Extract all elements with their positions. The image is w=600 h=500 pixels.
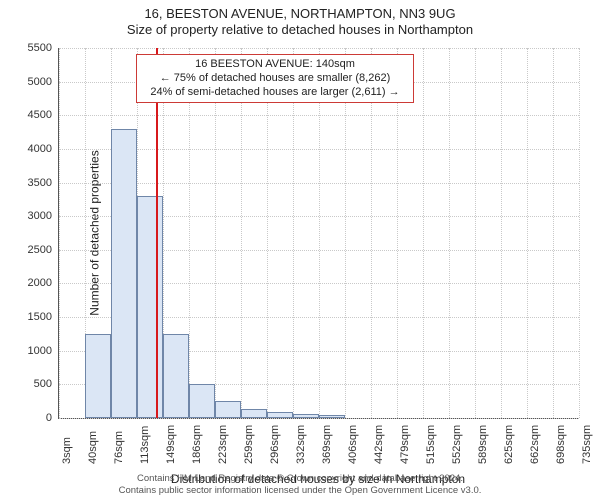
y-tick-label: 0 <box>12 412 52 424</box>
annotation-line-1: 16 BEESTON AVENUE: 140sqm <box>143 58 407 72</box>
gridline-h <box>59 418 579 419</box>
gridline-v <box>553 48 554 418</box>
gridline-v <box>319 48 320 418</box>
y-tick-label: 1000 <box>12 345 52 357</box>
histogram-bar <box>267 412 293 418</box>
x-tick-label: 113sqm <box>139 426 151 464</box>
annotation-line-2: ← 75% of detached houses are smaller (8,… <box>143 72 407 86</box>
gridline-v <box>189 48 190 418</box>
chart-title-block: 16, BEESTON AVENUE, NORTHAMPTON, NN3 9UG… <box>0 0 600 39</box>
x-tick-label: 3sqm <box>61 437 73 464</box>
histogram-bar <box>319 415 345 418</box>
x-tick-label: 406sqm <box>347 425 359 464</box>
x-tick-label: 259sqm <box>243 425 255 464</box>
y-tick-label: 500 <box>12 378 52 390</box>
x-tick-label: 223sqm <box>217 425 229 464</box>
gridline-v <box>345 48 346 418</box>
footer-line-1: Contains HM Land Registry data © Crown c… <box>0 473 600 484</box>
histogram-bar <box>293 414 319 418</box>
gridline-v <box>241 48 242 418</box>
x-tick-label: 479sqm <box>399 425 411 464</box>
gridline-v <box>397 48 398 418</box>
y-tick-label: 5500 <box>12 42 52 54</box>
histogram-bar <box>137 196 163 418</box>
x-tick-label: 735sqm <box>581 425 593 464</box>
y-tick-label: 4500 <box>12 109 52 121</box>
title-line-2: Size of property relative to detached ho… <box>0 22 600 38</box>
x-tick-label: 515sqm <box>425 425 437 464</box>
x-tick-label: 625sqm <box>503 425 515 464</box>
histogram-bar <box>111 129 137 418</box>
gridline-v <box>423 48 424 418</box>
reference-line <box>156 48 158 418</box>
y-tick-label: 5000 <box>12 76 52 88</box>
x-tick-label: 296sqm <box>269 425 281 464</box>
title-line-1: 16, BEESTON AVENUE, NORTHAMPTON, NN3 9UG <box>0 6 600 22</box>
x-tick-label: 698sqm <box>555 425 567 464</box>
y-tick-label: 3500 <box>12 177 52 189</box>
histogram-bar <box>85 334 111 418</box>
y-tick-label: 4000 <box>12 143 52 155</box>
footer-line-2: Contains public sector information licen… <box>0 485 600 496</box>
gridline-v <box>449 48 450 418</box>
histogram-bar <box>215 401 241 418</box>
x-tick-label: 369sqm <box>321 425 333 464</box>
x-tick-label: 76sqm <box>113 431 125 464</box>
footer-attribution: Contains HM Land Registry data © Crown c… <box>0 473 600 496</box>
gridline-v <box>475 48 476 418</box>
chart-container: Number of detached properties Distributi… <box>58 48 578 418</box>
x-tick-label: 40sqm <box>87 431 99 464</box>
gridline-v <box>579 48 580 418</box>
y-tick-label: 3000 <box>12 210 52 222</box>
gridline-v <box>267 48 268 418</box>
x-tick-label: 332sqm <box>295 425 307 464</box>
gridline-v <box>215 48 216 418</box>
x-tick-label: 552sqm <box>451 425 463 464</box>
y-tick-label: 2500 <box>12 244 52 256</box>
x-tick-label: 442sqm <box>373 425 385 464</box>
annotation-line-3: 24% of semi-detached houses are larger (… <box>143 86 407 100</box>
annotation-box: 16 BEESTON AVENUE: 140sqm ← 75% of detac… <box>136 54 414 103</box>
x-tick-label: 662sqm <box>529 425 541 464</box>
gridline-v <box>527 48 528 418</box>
gridline-v <box>371 48 372 418</box>
y-tick-label: 1500 <box>12 311 52 323</box>
gridline-v <box>293 48 294 418</box>
histogram-bar <box>189 384 215 418</box>
gridline-v <box>501 48 502 418</box>
histogram-bar <box>163 334 189 418</box>
gridline-v <box>59 48 60 418</box>
x-tick-label: 149sqm <box>165 425 177 464</box>
x-tick-label: 186sqm <box>191 425 203 464</box>
x-tick-label: 589sqm <box>477 425 489 464</box>
plot-area <box>58 48 579 419</box>
histogram-bar <box>241 409 267 418</box>
y-tick-label: 2000 <box>12 277 52 289</box>
